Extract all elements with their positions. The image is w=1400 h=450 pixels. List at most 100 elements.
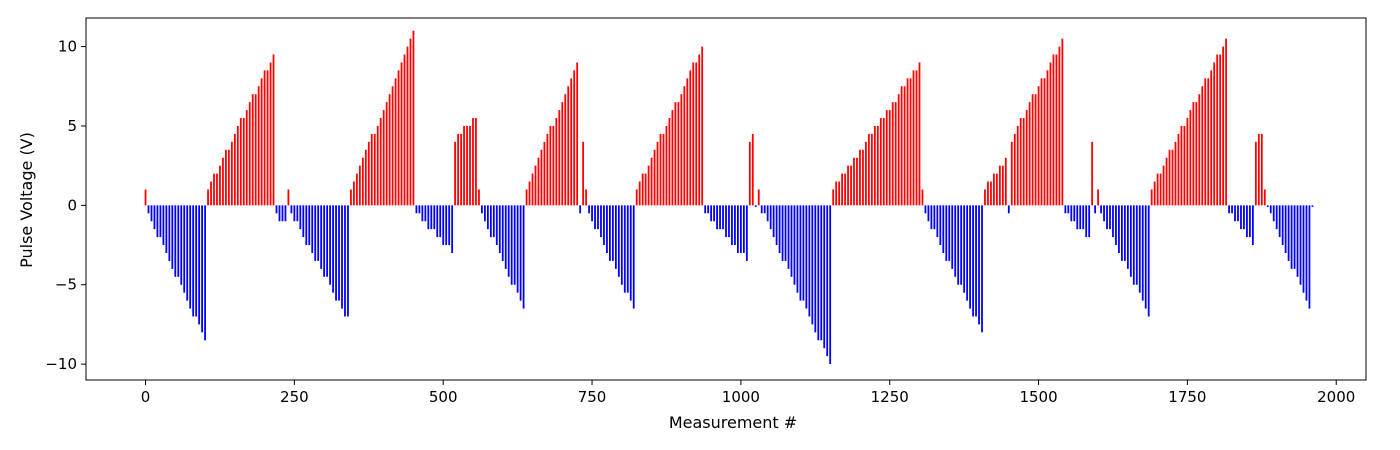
bar-119 [498,205,501,253]
bar-94 [424,205,427,222]
bar-372 [1251,205,1254,246]
bar-285 [993,173,995,206]
y-tick-label: 5 [67,117,77,135]
bar-32 [239,118,242,206]
bar-103 [451,205,454,253]
bar-37 [254,94,257,206]
bar-159 [617,205,620,277]
bar-80 [382,110,385,206]
x-tick-label: 1750 [1168,388,1206,406]
bar-358 [1210,70,1213,206]
bar-223 [808,205,811,317]
bar-354 [1198,94,1201,206]
bar-327 [1118,205,1120,253]
bar-206 [757,189,760,206]
bar-27 [225,149,227,206]
bar-302 [1043,78,1046,206]
bar-339 [1153,181,1156,206]
bar-83 [391,86,394,206]
bar-218 [793,205,796,285]
bar-217 [790,205,793,277]
bar-162 [626,205,629,293]
bar-107 [463,125,465,206]
bar-66 [341,205,343,309]
bar-294 [1019,118,1022,206]
bar-1 [147,205,150,214]
bar-28 [227,149,230,206]
bar-312 [1073,205,1076,222]
bar-220 [799,205,802,301]
bar-267 [939,205,942,246]
bar-191 [713,205,715,222]
bar-247 [879,118,882,206]
bar-166 [638,181,641,206]
bar-193 [719,205,721,230]
bar-109 [469,125,471,206]
bar-337 [1147,205,1150,317]
bar-319 [1094,205,1097,214]
bar-307 [1058,46,1061,206]
bar-318 [1091,141,1094,206]
bar-102 [448,205,451,246]
bar-309 [1064,205,1067,214]
bar-286 [995,173,998,206]
bar-341 [1159,173,1162,206]
bar-333 [1135,205,1138,285]
bar-41 [266,70,269,206]
bar-22 [210,181,212,206]
bar-31 [236,125,239,206]
bar-231 [832,189,835,206]
bar-234 [841,173,843,206]
bar-127 [522,205,525,309]
bar-268 [942,205,945,253]
bar-15 [189,205,192,309]
bar-51 [296,205,299,222]
bar-381 [1278,205,1281,238]
plot-frame [85,17,1367,381]
bar-224 [811,205,814,325]
bar-379 [1272,205,1275,222]
bar-111 [475,118,477,206]
bar-272 [954,205,957,277]
bar-210 [769,205,772,230]
bar-251 [891,102,894,206]
bar-62 [329,205,331,285]
bar-367 [1237,205,1239,222]
bar-99 [439,205,442,238]
bar-293 [1016,125,1019,206]
bar-34 [245,110,248,206]
bar-365 [1231,205,1233,214]
bar-287 [998,165,1001,206]
y-axis-label: Pulse Voltage (V) [17,132,36,268]
bar-308 [1061,38,1064,206]
bar-65 [338,205,340,301]
bar-153 [600,205,602,238]
bar-216 [787,205,790,269]
bar-36 [251,94,254,206]
bar-133 [540,149,543,206]
bar-116 [489,205,492,238]
bar-98 [436,205,439,238]
bar-291 [1010,141,1013,206]
bar-47 [284,205,287,222]
bar-225 [814,205,817,333]
bar-185 [695,62,698,206]
bar-60 [323,205,326,277]
bar-184 [692,62,695,206]
bar-240 [859,149,861,206]
bar-194 [722,205,724,230]
bar-355 [1201,86,1204,206]
bar-222 [805,205,808,309]
bar-277 [969,205,971,309]
bar-227 [820,205,823,341]
bar-301 [1040,78,1043,206]
bar-258 [912,70,915,206]
bar-383 [1284,205,1287,253]
bar-126 [519,205,522,301]
bar-360 [1216,54,1219,206]
bar-151 [594,205,596,230]
bar-331 [1129,205,1132,277]
bar-242 [865,141,867,206]
bar-317 [1088,205,1091,238]
bar-57 [314,205,317,261]
